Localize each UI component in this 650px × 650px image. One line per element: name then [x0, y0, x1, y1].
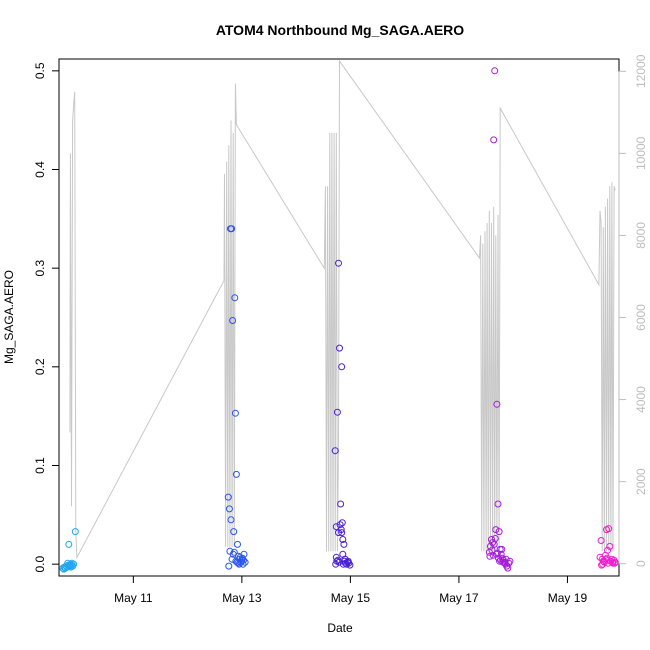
data-point: [235, 560, 243, 568]
data-point: [234, 540, 241, 548]
data-point: [339, 550, 347, 558]
x-tick-label: May 11: [114, 591, 153, 605]
data-point: [62, 564, 69, 572]
data-point: [338, 519, 346, 527]
data-point: [599, 560, 607, 568]
data-point: [231, 409, 239, 417]
secondary-y-tick-label: 0: [634, 560, 648, 567]
data-point: [336, 344, 343, 352]
secondary-y-tick-label: 6000: [634, 304, 648, 331]
data-point: [71, 528, 79, 536]
data-point: [225, 562, 233, 570]
data-point: [233, 558, 241, 566]
data-point: [338, 363, 346, 371]
data-point: [486, 552, 494, 560]
data-point: [490, 136, 498, 144]
data-point: [598, 561, 606, 569]
secondary-y-tick-label: 10000: [634, 136, 648, 170]
data-point: [234, 559, 242, 567]
data-point: [488, 546, 496, 554]
y-tick-label: 0.2: [33, 358, 47, 375]
data-point: [226, 547, 234, 555]
data-point: [496, 557, 504, 565]
data-point: [60, 565, 68, 573]
data-point: [225, 505, 233, 513]
secondary-y-tick-label: 4000: [634, 386, 648, 413]
secondary-y-tick-label: 8000: [634, 222, 648, 249]
data-point: [489, 551, 497, 559]
x-tick-label: May 15: [331, 591, 371, 605]
y-tick-label: 0.4: [33, 161, 47, 178]
data-point: [232, 470, 240, 478]
data-point: [338, 529, 346, 537]
secondary-series-line: [69, 59, 616, 560]
data-point: [65, 540, 73, 548]
y-tick-label: 0.0: [33, 555, 47, 572]
data-point: [229, 317, 237, 324]
data-point: [493, 549, 501, 557]
data-point: [344, 557, 352, 565]
y-axis-label: Mg_SAGA.AERO: [2, 270, 16, 364]
points-layer: [59, 67, 619, 573]
data-point: [498, 545, 506, 553]
data-point: [606, 542, 614, 550]
data-point: [602, 555, 610, 563]
data-point: [230, 548, 238, 556]
data-point: [68, 559, 76, 567]
secondary-y-tick-label: 2000: [634, 468, 648, 495]
data-point: [228, 225, 236, 233]
data-point: [346, 561, 354, 569]
data-point: [224, 493, 232, 501]
data-point: [597, 537, 605, 544]
data-point: [236, 553, 244, 561]
data-point: [493, 400, 501, 408]
data-point: [491, 535, 499, 542]
data-point: [502, 555, 510, 563]
data-point: [331, 447, 339, 455]
data-point: [604, 546, 612, 554]
data-point: [335, 529, 342, 537]
data-point: [333, 408, 341, 416]
data-point: [335, 259, 342, 267]
chart-title: ATOM4 Northbound Mg_SAGA.AERO: [216, 22, 464, 38]
data-point: [603, 554, 611, 562]
y-tick-label: 0.3: [33, 260, 47, 277]
data-point: [605, 525, 613, 533]
data-point: [486, 542, 494, 550]
x-tick-label: May 13: [222, 591, 262, 605]
data-point: [339, 536, 347, 543]
y-tick-label: 0.5: [33, 62, 47, 79]
data-point: [337, 500, 345, 508]
data-point: [228, 555, 236, 563]
data-point: [495, 528, 503, 536]
data-point: [227, 516, 235, 524]
data-point: [494, 500, 502, 508]
data-point: [495, 554, 502, 562]
data-point: [230, 528, 238, 536]
data-point: [491, 67, 499, 75]
y-axis: 0.0 0.1 0.2 0.3 0.4 0.5: [33, 62, 60, 573]
x-axis-label: Date: [327, 621, 353, 635]
data-point: [340, 540, 348, 548]
data-point: [611, 559, 619, 567]
y-tick-label: 0.1: [33, 457, 47, 474]
x-tick-label: May 19: [548, 591, 588, 605]
data-point: [231, 294, 239, 302]
data-point: [332, 553, 340, 561]
x-axis: May 11 May 13 May 15 May 17 May 19: [114, 575, 588, 605]
data-point: [336, 521, 344, 529]
secondary-y-axis: 0 2000 4000 6000 8000 10000 12000: [618, 54, 648, 567]
secondary-y-tick-label: 12000: [634, 54, 648, 88]
data-point: [492, 550, 500, 558]
x-tick-label: May 17: [439, 591, 479, 605]
secondary-line-layer: [69, 59, 616, 560]
